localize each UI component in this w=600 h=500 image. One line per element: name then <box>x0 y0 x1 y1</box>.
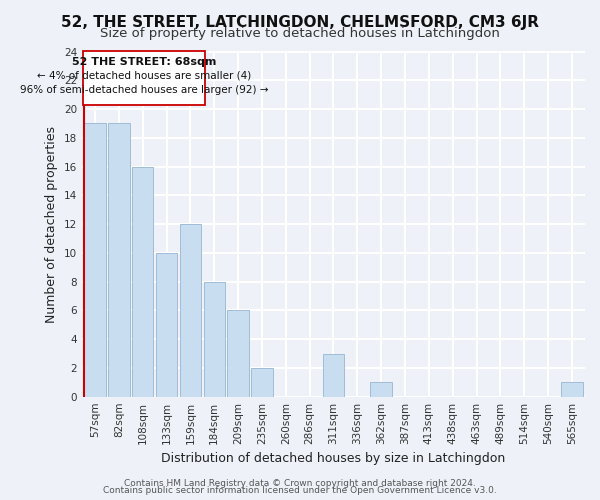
Text: 96% of semi-detached houses are larger (92) →: 96% of semi-detached houses are larger (… <box>20 86 268 96</box>
Bar <box>108 124 130 396</box>
Text: Contains public sector information licensed under the Open Government Licence v3: Contains public sector information licen… <box>103 486 497 495</box>
Text: Contains HM Land Registry data © Crown copyright and database right 2024.: Contains HM Land Registry data © Crown c… <box>124 478 476 488</box>
Bar <box>561 382 583 396</box>
Bar <box>251 368 272 396</box>
Bar <box>203 282 225 397</box>
Bar <box>156 253 178 396</box>
Bar <box>180 224 201 396</box>
Text: Size of property relative to detached houses in Latchingdon: Size of property relative to detached ho… <box>100 28 500 40</box>
Bar <box>83 52 205 104</box>
Text: ← 4% of detached houses are smaller (4): ← 4% of detached houses are smaller (4) <box>37 71 251 81</box>
Y-axis label: Number of detached properties: Number of detached properties <box>45 126 58 322</box>
Bar <box>85 124 106 396</box>
X-axis label: Distribution of detached houses by size in Latchingdon: Distribution of detached houses by size … <box>161 452 506 465</box>
Bar <box>370 382 392 396</box>
Bar <box>227 310 249 396</box>
Text: 52, THE STREET, LATCHINGDON, CHELMSFORD, CM3 6JR: 52, THE STREET, LATCHINGDON, CHELMSFORD,… <box>61 15 539 30</box>
Bar <box>323 354 344 397</box>
Bar <box>132 166 154 396</box>
Text: 52 THE STREET: 68sqm: 52 THE STREET: 68sqm <box>72 56 216 66</box>
